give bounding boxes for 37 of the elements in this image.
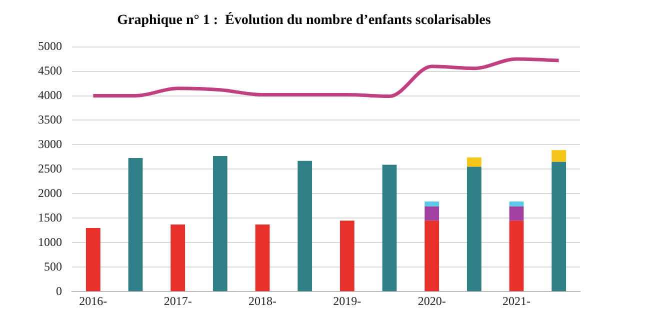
y-tick-label: 500	[44, 259, 62, 274]
bar	[509, 202, 524, 206]
x-tick-label: 2017-	[164, 294, 192, 308]
bar	[466, 166, 482, 292]
y-tick-label: 3500	[38, 112, 62, 126]
y-tick-label: 4000	[38, 88, 62, 102]
x-tick-label: 2016-	[79, 294, 108, 308]
bar	[509, 220, 524, 292]
bar	[382, 164, 397, 292]
y-tick-label: 2000	[38, 186, 62, 200]
x-tick-label: 2021-	[502, 294, 530, 308]
bar	[552, 162, 566, 292]
bar	[340, 220, 354, 292]
x-tick-label: 2020-	[418, 294, 446, 308]
y-tick-label: 0	[56, 284, 62, 298]
x-tick-label: 2018-	[248, 294, 276, 308]
y-tick-label: 1000	[38, 234, 62, 249]
bar	[466, 157, 482, 167]
line-series	[91, 57, 561, 98]
bar	[170, 224, 186, 292]
bar	[128, 158, 143, 292]
bar	[255, 224, 270, 292]
y-tick-label: 4500	[38, 63, 62, 78]
bar	[509, 206, 524, 221]
y-tick-label: 2500	[38, 161, 62, 176]
chart-title: Graphique n° 1 : Évolution du nombre d’enfants scolarisables	[117, 11, 492, 28]
bar	[86, 228, 100, 292]
bar	[424, 206, 440, 221]
y-tick-label: 3000	[38, 136, 62, 151]
y-tick-label: 1500	[38, 210, 62, 224]
bar	[552, 150, 566, 162]
bar	[424, 220, 440, 292]
y-tick-label: 5000	[38, 38, 62, 53]
bar	[298, 160, 312, 292]
bar	[212, 156, 228, 292]
x-tick-label: 2019-	[333, 294, 362, 308]
bar	[424, 202, 440, 206]
